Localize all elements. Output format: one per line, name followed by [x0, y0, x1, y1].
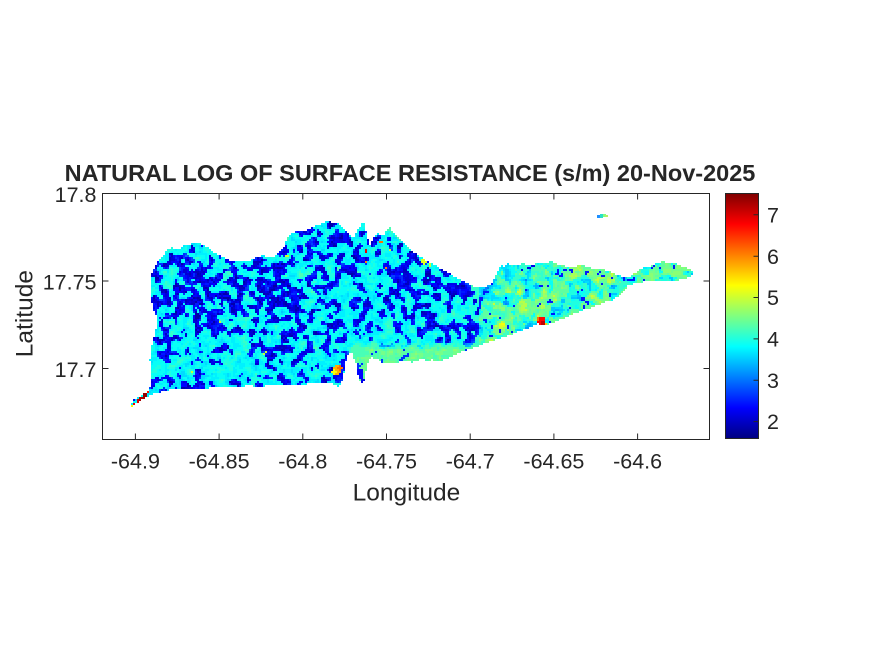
svg-text:-64.8: -64.8	[278, 450, 327, 474]
svg-text:-64.65: -64.65	[523, 450, 584, 474]
svg-text:Longitude: Longitude	[353, 480, 461, 507]
svg-text:5: 5	[767, 286, 779, 310]
svg-text:NATURAL LOG OF SURFACE RESISTA: NATURAL LOG OF SURFACE RESISTANCE (s/m) …	[65, 160, 756, 186]
svg-text:-64.6: -64.6	[613, 450, 662, 474]
svg-text:-64.75: -64.75	[356, 450, 417, 474]
svg-text:Latitude: Latitude	[12, 270, 39, 357]
svg-text:-64.7: -64.7	[446, 450, 495, 474]
svg-text:-64.85: -64.85	[189, 450, 250, 474]
svg-text:17.75: 17.75	[43, 270, 97, 294]
svg-text:17.8: 17.8	[55, 183, 97, 207]
svg-text:6: 6	[767, 245, 779, 269]
svg-text:4: 4	[767, 328, 779, 352]
svg-text:3: 3	[767, 369, 779, 393]
svg-text:17.7: 17.7	[55, 358, 97, 382]
svg-text:7: 7	[767, 203, 779, 227]
svg-text:-64.9: -64.9	[111, 450, 160, 474]
svg-text:2: 2	[767, 410, 779, 434]
